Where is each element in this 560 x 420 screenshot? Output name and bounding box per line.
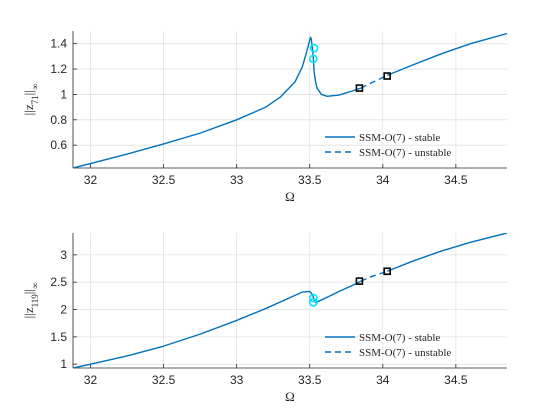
y-tick-label: 0.8: [50, 113, 67, 127]
saddle-node-marker: [355, 277, 364, 285]
unstable-branch-line-1: [360, 270, 388, 282]
y-axis-label: ||z71||∞: [21, 84, 40, 116]
x-tick-label: 33.5: [298, 373, 322, 387]
x-axis-label: Ω: [285, 389, 295, 404]
stable-branch-line-2: [386, 233, 507, 272]
y-tick-label: 2: [60, 303, 67, 317]
x-tick-label: 34: [376, 173, 390, 187]
x-tick-label: 32.5: [152, 173, 176, 187]
y-tick-label: 1.4: [50, 37, 67, 51]
legend-entry: SSM-O(7) - unstable: [359, 347, 451, 359]
x-tick-label: 34.5: [444, 373, 468, 387]
x-axis-label: Ω: [285, 189, 295, 204]
x-tick-label: 34.5: [444, 173, 468, 187]
saddle-node-marker: [383, 267, 391, 276]
subplot-1: 32 32.5 33 33.5 34 34.5 0.6 0.8 1 1.2 1.4 Ω ||z71||∞…: [21, 31, 507, 204]
subplot-2: 32 32.5 33 33.5 34 34.5 1 1.5 2 2.5 3 Ω ||z119||∞ SSM…: [21, 233, 507, 404]
stable-branch-line-2: [386, 32, 507, 77]
stable-branch-line-0: [73, 280, 362, 368]
y-axis-label: ||z119||∞: [21, 283, 40, 319]
unstable-branch-line-1: [360, 74, 388, 89]
saddle-node-marker: [383, 72, 391, 80]
x-tick-label: 33: [230, 373, 244, 387]
legend-entry: SSM-O(7) - stable: [359, 132, 440, 144]
x-tick-label: 34: [376, 373, 390, 387]
x-tick-label: 32: [84, 173, 98, 187]
y-tick-label: 1.2: [50, 62, 67, 76]
fold-point-marker: [308, 298, 318, 307]
x-tick-label: 32.5: [152, 373, 176, 387]
legend-entry: SSM-O(7) - unstable: [359, 147, 451, 159]
y-tick-label: 1.5: [50, 330, 67, 344]
legend-entry: SSM-O(7) - stable: [359, 332, 440, 344]
fold-point-marker: [308, 54, 318, 64]
x-tick-label: 33.5: [298, 173, 322, 187]
y-tick-label: 3: [60, 248, 67, 262]
y-tick-label: 2.5: [50, 275, 67, 289]
stable-branch-line-0: [73, 36, 362, 168]
x-tick-label: 33: [230, 173, 244, 187]
fold-point-marker: [309, 43, 319, 53]
x-tick-label: 32: [84, 373, 98, 387]
y-tick-label: 1: [60, 87, 67, 101]
y-tick-label: 0.6: [50, 138, 67, 152]
saddle-node-marker: [355, 84, 364, 92]
fold-point-marker: [308, 293, 318, 303]
y-tick-label: 1: [60, 357, 67, 371]
